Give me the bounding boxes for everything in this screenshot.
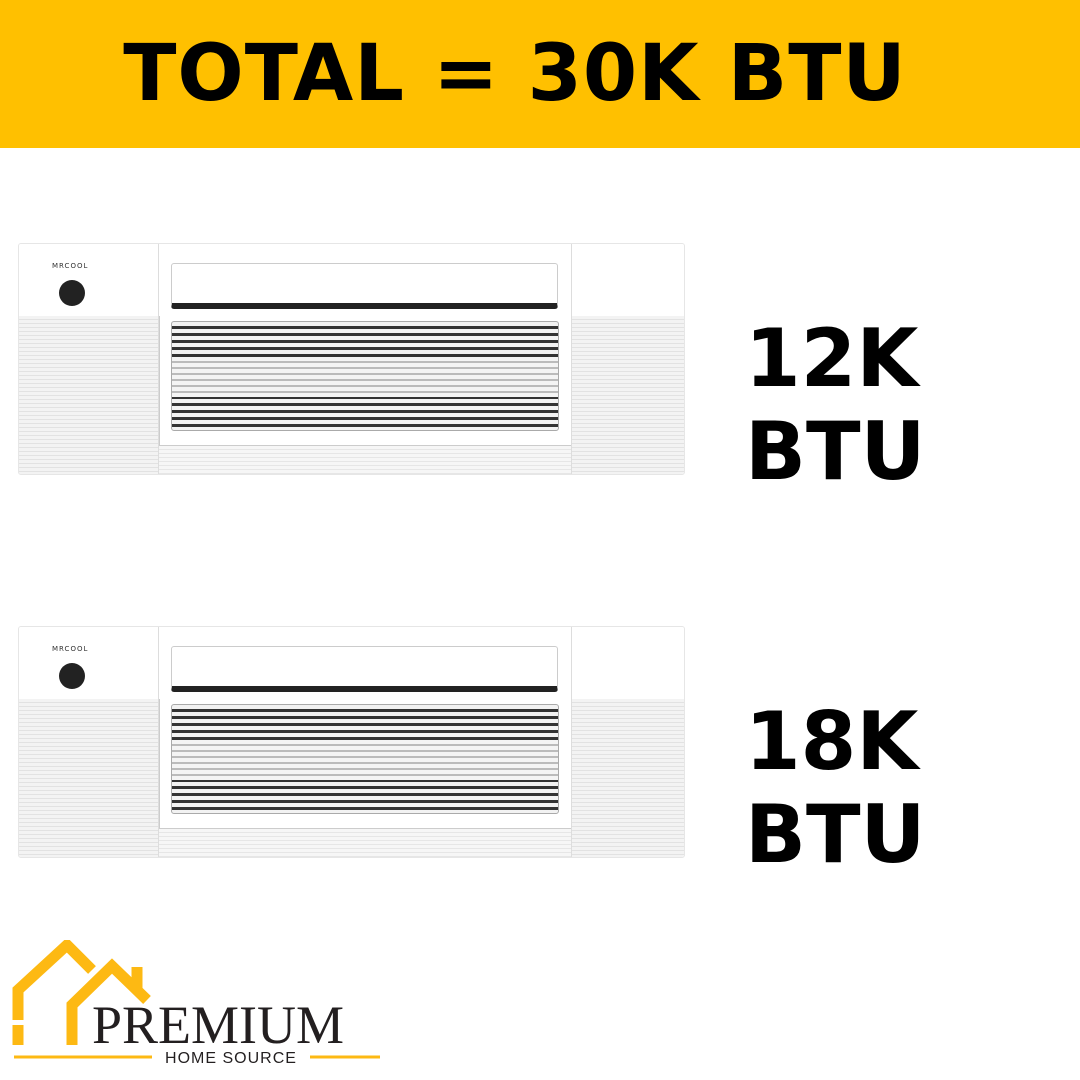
ceiling-cassette-unit-12k: MRCOOL	[18, 243, 685, 475]
ceiling-cassette-unit-18k: MRCOOL	[18, 626, 685, 858]
unit-brand: MRCOOL	[52, 645, 89, 653]
premium-home-source-logo: PREMIUM HOME SOURCE	[12, 940, 380, 1067]
louver	[171, 646, 558, 692]
left-panel: MRCOOL	[19, 244, 159, 474]
total-title: TOTAL = 30K BTU	[123, 29, 907, 119]
air-grille	[171, 704, 559, 814]
header-banner: TOTAL = 30K BTU	[0, 0, 1080, 148]
capacity-label: 18K BTU	[745, 695, 926, 881]
capacity-label: 12K BTU	[745, 312, 926, 498]
unit-brand: MRCOOL	[52, 262, 89, 270]
right-panel	[571, 244, 684, 474]
center-panel	[159, 627, 573, 857]
knob-icon	[59, 663, 85, 689]
louver	[171, 263, 558, 309]
right-panel	[571, 627, 684, 857]
house-roof-icon	[12, 940, 151, 1045]
logo-name: PREMIUM	[92, 995, 344, 1055]
logo-tagline: HOME SOURCE	[165, 1050, 297, 1067]
left-panel: MRCOOL	[19, 627, 159, 857]
center-panel	[159, 244, 573, 474]
air-grille	[171, 321, 559, 431]
knob-icon	[59, 280, 85, 306]
